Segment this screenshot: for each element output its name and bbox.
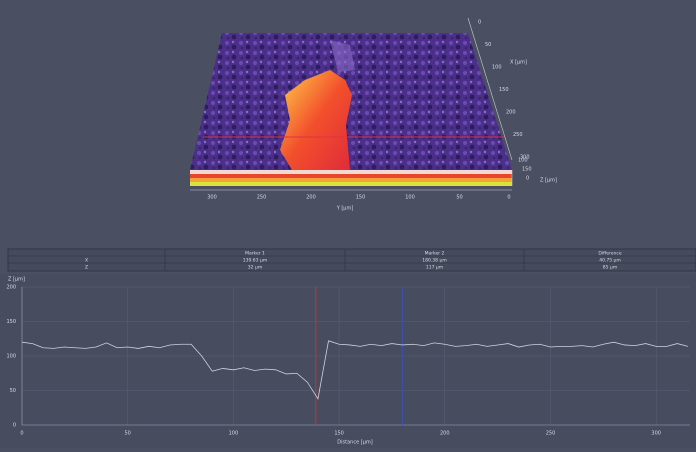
table-cell: 139.63 µm <box>243 258 267 264</box>
table-cell: Marker 2 <box>425 251 445 257</box>
table-cell: Difference <box>598 251 621 257</box>
y-tick-label: 0 <box>13 423 16 429</box>
axis-label: X [µm] <box>510 60 527 66</box>
axis-tick-label: 150 <box>499 87 509 93</box>
axis-tick-label: 150 <box>356 195 366 201</box>
axis-tick-label: 200 <box>506 110 516 116</box>
app-window: {"view": {"front_ticks": ["300", "250", … <box>0 0 696 448</box>
x-tick-label: 100 <box>229 431 239 437</box>
axis-tick-label: 200 <box>306 195 316 201</box>
table-cell: 180.38 µm <box>422 258 446 264</box>
x-tick-label: 200 <box>440 431 450 437</box>
profile-panel <box>0 274 696 448</box>
axis-tick-label: 50 <box>456 195 462 201</box>
x-tick-label: 0 <box>20 431 23 437</box>
axis-label: Z [µm] <box>540 178 557 184</box>
axis-tick-label: 250 <box>257 195 267 201</box>
marker-table <box>8 249 696 271</box>
x-tick-label: 250 <box>546 431 556 437</box>
x-tick-label: 150 <box>334 431 344 437</box>
axis-tick-label: 0 <box>507 195 510 201</box>
table-cell: Marker 1 <box>245 251 265 257</box>
axis-tick-label: 100 <box>518 158 528 164</box>
table-cell: X <box>85 258 88 264</box>
x-axis-label: Distance [µm] <box>337 440 372 446</box>
axis-tick-label: 50 <box>485 42 491 48</box>
axis-tick-label: 0 <box>478 20 481 26</box>
y-axis-label: Z [µm] <box>8 277 25 283</box>
table-cell: 85 µm <box>603 265 617 271</box>
table-cell: 117 µm <box>426 265 443 271</box>
screen: 300 250 200 150 100 50 0 Y [µm] 0 50 100 150 200 250 3… <box>0 0 696 448</box>
axis-tick-label: 0 <box>526 176 529 182</box>
y-tick-label: 200 <box>6 285 16 291</box>
axis-tick-label: 150 <box>522 167 532 173</box>
y-tick-label: 100 <box>6 354 16 360</box>
axis-label: Y [µm] <box>336 206 354 212</box>
surface-3d <box>190 18 512 190</box>
axis-tick-label: 100 <box>405 195 415 201</box>
table-cell: 32 µm <box>248 265 262 271</box>
table-cell: Z <box>85 265 88 271</box>
axis-tick-label: 300 <box>207 195 217 201</box>
x-tick-label: 300 <box>651 431 661 437</box>
y-tick-label: 150 <box>6 319 16 325</box>
table-cell: 40.75 µm <box>599 258 621 264</box>
axis-tick-label: 100 <box>492 65 502 71</box>
x-tick-label: 50 <box>125 431 131 437</box>
axis-tick-label: 250 <box>513 132 523 138</box>
y-tick-label: 50 <box>10 388 16 394</box>
